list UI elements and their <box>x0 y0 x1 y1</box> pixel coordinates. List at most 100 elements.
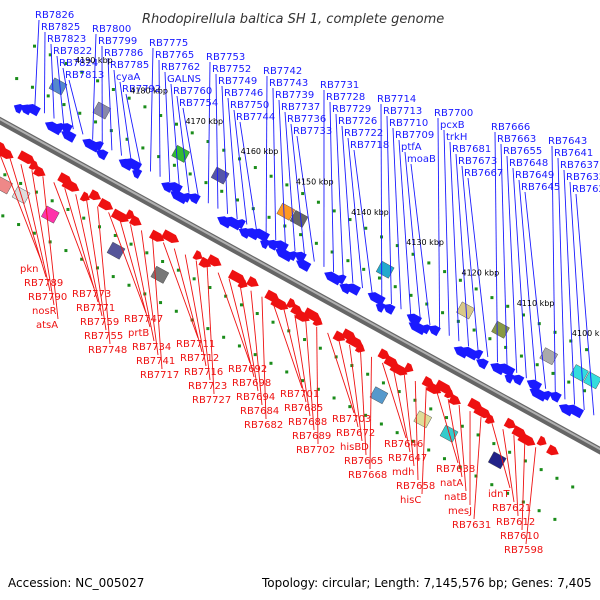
tick-dot <box>429 407 433 411</box>
reverse-label-line <box>502 429 515 503</box>
forward-label-line <box>221 85 229 214</box>
forward-label-line <box>410 163 431 326</box>
tick-dot <box>393 285 397 289</box>
tick-dot <box>174 309 178 313</box>
reverse-label-line <box>86 200 107 331</box>
forward-label-line <box>296 135 315 262</box>
genome-axis <box>0 116 600 455</box>
reverse-label-line <box>305 320 315 431</box>
tick-dot <box>519 354 523 358</box>
forward-label-line <box>353 149 373 294</box>
forward-label-line <box>341 125 354 283</box>
tick-dot <box>161 259 165 263</box>
reverse-gene-label: RB7688 <box>288 417 327 428</box>
reverse-gene <box>124 209 135 220</box>
forward-gene-label: RB7728 <box>326 92 365 103</box>
forward-gene <box>25 104 41 117</box>
forward-label-line <box>392 127 402 310</box>
tick-dot <box>492 442 496 446</box>
reverse-gene-label: RB7748 <box>88 345 127 356</box>
reverse-gene-label: atsA <box>36 320 58 331</box>
reverse-gene <box>17 150 36 165</box>
forward-gene-label: RB7800 <box>92 24 131 35</box>
forward-label-line <box>150 47 154 172</box>
tick-dot <box>458 278 462 282</box>
reverse-gene-label: natB <box>444 492 467 503</box>
forward-gene-label: RB7710 <box>389 118 428 129</box>
tick-dot <box>64 249 68 253</box>
forward-label-line <box>500 143 508 368</box>
forward-gene-label: RB7729 <box>332 104 371 115</box>
tick-dot <box>442 457 446 461</box>
forward-gene-label: RB7632 <box>566 172 600 183</box>
tick-dot <box>409 293 413 297</box>
forward-label-line <box>227 97 238 220</box>
feature-block <box>276 202 296 221</box>
tick-dot <box>34 190 38 194</box>
feature-block <box>106 241 126 260</box>
forward-gene <box>235 219 246 229</box>
tick-dot <box>569 339 573 343</box>
tick-dot <box>269 174 273 178</box>
forward-gene-label: RB7762 <box>161 62 200 73</box>
reverse-label-line <box>414 380 419 481</box>
forward-label-line <box>398 139 412 315</box>
forward-gene <box>132 169 143 179</box>
reverse-label-line <box>283 308 307 403</box>
tick-dot <box>301 379 305 383</box>
forward-gene <box>566 404 584 419</box>
reverse-label-line <box>20 164 51 292</box>
forward-gene-label: GALNS <box>167 74 201 85</box>
forward-gene <box>460 346 479 361</box>
forward-label-line <box>56 55 65 124</box>
forward-gene <box>93 141 104 151</box>
forward-gene-label: moaB <box>407 154 436 165</box>
forward-gene-label: cyaA <box>116 72 141 83</box>
tick-dot <box>585 348 589 352</box>
tick-dot <box>411 439 415 443</box>
reverse-gene <box>473 404 492 419</box>
forward-gene <box>511 374 525 386</box>
reverse-gene-label: idnT <box>488 489 510 500</box>
tick-dot <box>80 70 84 74</box>
forward-gene-label: RB7749 <box>218 76 257 87</box>
reverse-gene-label: RB7638 <box>436 464 475 475</box>
forward-gene <box>324 271 343 286</box>
forward-label-line <box>278 99 286 246</box>
tick-dot <box>583 389 587 393</box>
forward-label-line <box>125 93 142 167</box>
reverse-label-line <box>521 441 526 531</box>
tick-dot <box>143 105 147 109</box>
forward-gene-label: RB7750 <box>230 100 269 111</box>
reverse-gene <box>0 146 14 159</box>
tick-dot <box>159 114 163 118</box>
tick-dot <box>159 301 163 305</box>
tick-dot <box>206 327 210 331</box>
label-lines <box>0 19 595 545</box>
forward-gene-label: RB7713 <box>383 106 422 117</box>
feature-block <box>41 205 60 224</box>
reverse-label-line <box>184 254 207 367</box>
reverse-label-line <box>421 387 427 495</box>
forward-label-line <box>518 179 537 384</box>
reverse-label-line <box>436 392 459 464</box>
forward-gene-label: ptfA <box>401 142 422 153</box>
forward-gene-label: RB7743 <box>269 78 308 89</box>
forward-label-line <box>557 157 566 400</box>
reverse-label-line <box>250 290 263 406</box>
reverse-gene <box>377 348 391 360</box>
reverse-gene-label: RB7790 <box>28 292 67 303</box>
forward-gene-label: RB7813 <box>65 70 104 81</box>
forward-label-line <box>404 151 421 320</box>
reverse-gene <box>294 309 310 322</box>
kbp-tick-label: 4100 kbp <box>572 329 600 338</box>
tick-dot <box>82 216 86 220</box>
forward-gene <box>95 149 109 161</box>
reverse-label-line <box>381 362 407 439</box>
reverse-gene <box>425 381 442 395</box>
reverse-label-line <box>140 230 159 356</box>
reverse-gene <box>192 250 203 260</box>
forward-gene <box>252 228 270 243</box>
tick-dot <box>188 172 192 176</box>
reverse-gene-label: RB7598 <box>504 545 543 556</box>
